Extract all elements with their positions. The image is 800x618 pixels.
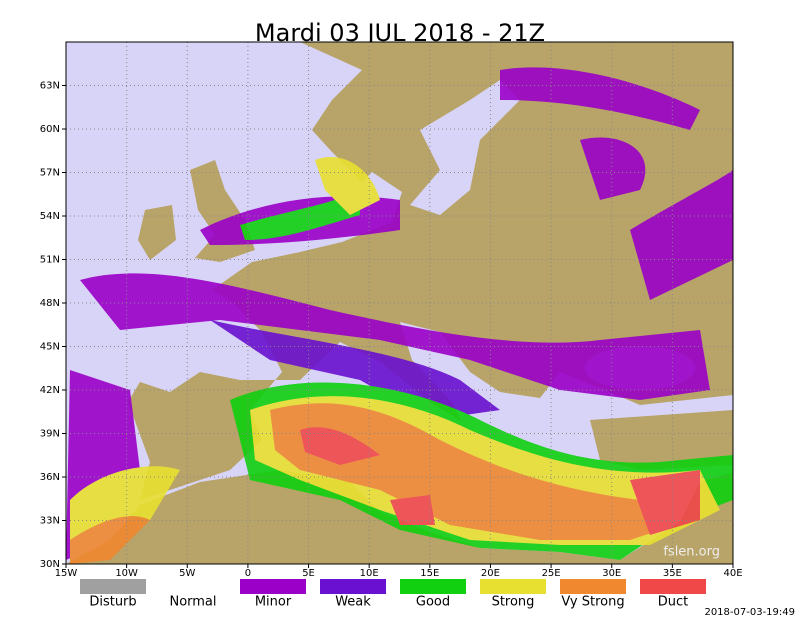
x-tick-label: 0: [245, 568, 251, 579]
legend-swatch: [640, 579, 706, 594]
y-tick-label: 30N: [40, 559, 60, 570]
x-tick-label: 5W: [179, 568, 195, 579]
legend-label: Vy Strong: [561, 595, 624, 610]
y-tick-label: 60N: [40, 124, 60, 135]
legend-swatch: [80, 579, 146, 594]
x-tick-label: 15E: [420, 568, 439, 579]
x-tick-label: 30E: [602, 568, 621, 579]
ireland: [138, 205, 176, 260]
legend-swatch: [320, 579, 386, 594]
y-tick-label: 63N: [40, 81, 60, 92]
y-tick-label: 36N: [40, 472, 60, 483]
legend-label: Duct: [658, 595, 689, 610]
land: [128, 42, 733, 500]
legend-label: Strong: [492, 595, 535, 610]
y-tick-label: 48N: [40, 298, 60, 309]
y-tick-label: 39N: [40, 429, 60, 440]
legend-swatch: [480, 579, 546, 594]
x-tick-label: 15W: [55, 568, 78, 579]
y-tick-label: 42N: [40, 385, 60, 396]
watermark: fslen.org: [663, 545, 720, 560]
legend-swatch: [400, 579, 466, 594]
turkey: [590, 410, 733, 470]
x-tick-label: 25E: [542, 568, 561, 579]
y-tick-label: 33N: [40, 516, 60, 527]
legend-swatch: [560, 579, 626, 594]
y-tick-label: 54N: [40, 211, 60, 222]
x-tick-label: 35E: [663, 568, 682, 579]
baltic-sea: [410, 80, 520, 215]
x-tick-label: 40E: [723, 568, 742, 579]
x-tick-label: 20E: [481, 568, 500, 579]
legend-swatch: [240, 579, 306, 594]
x-tick-label: 10W: [115, 568, 138, 579]
y-tick-label: 51N: [40, 255, 60, 266]
ducting-overlay: [66, 67, 733, 564]
legend-label: Weak: [335, 595, 371, 610]
y-tick-label: 45N: [40, 342, 60, 353]
timestamp: 2018-07-03-19:49: [704, 607, 795, 618]
legend-label: Normal: [169, 595, 216, 610]
x-tick-label: 5E: [302, 568, 315, 579]
map-area: fslen.org: [66, 42, 733, 564]
y-tick-label: 57N: [40, 168, 60, 179]
africa: [66, 470, 733, 564]
x-tick-label: 10E: [360, 568, 379, 579]
legend-label: Good: [416, 595, 450, 610]
legend-label: Disturb: [89, 595, 136, 610]
legend-label: Minor: [255, 595, 292, 610]
